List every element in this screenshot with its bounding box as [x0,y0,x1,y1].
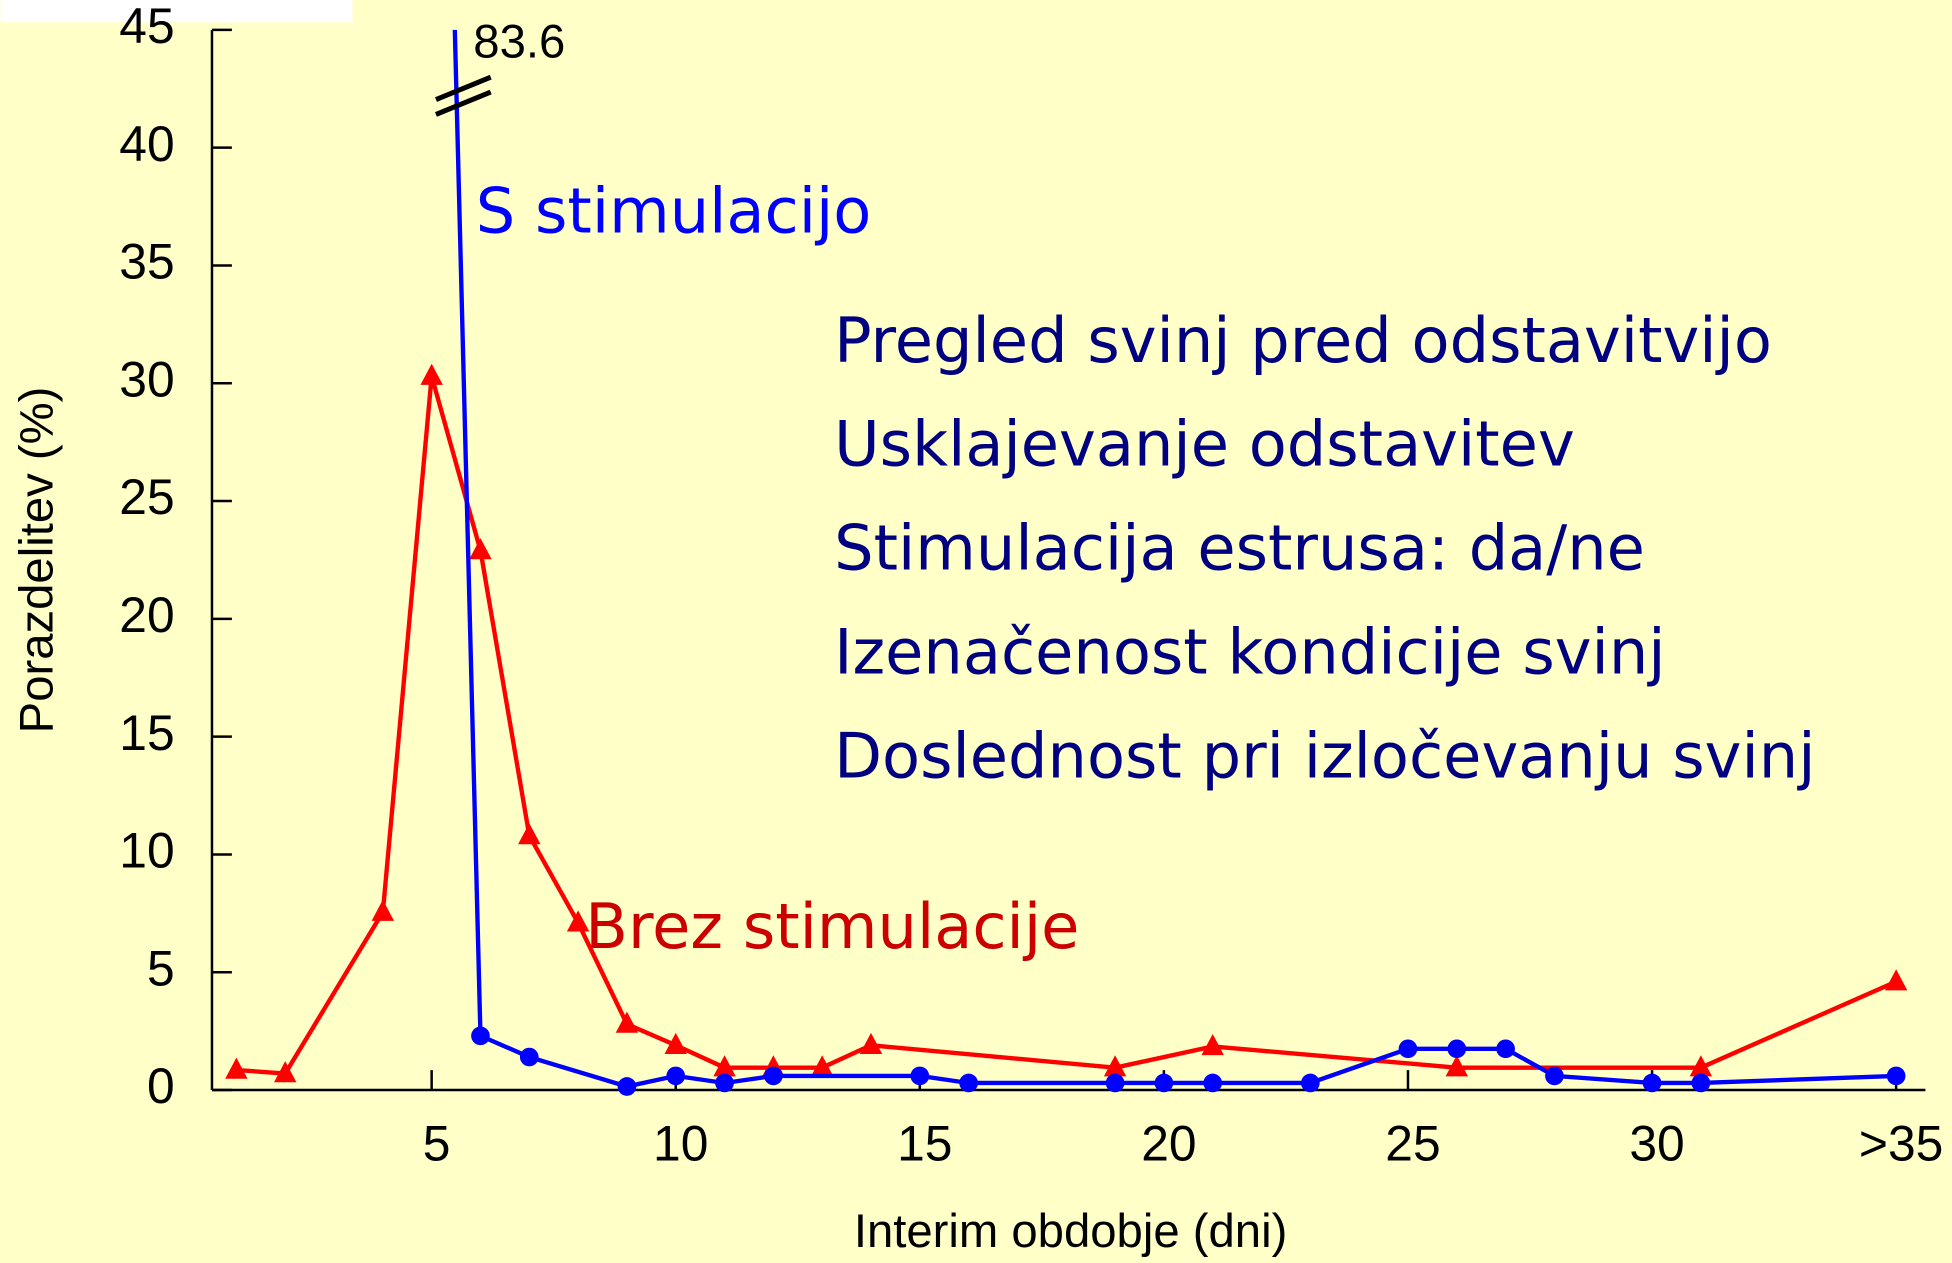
series-label: Brez stimulacije [585,890,1079,963]
marker [1496,1039,1515,1058]
x-tick-label: >35 [1859,1115,1943,1171]
marker [1203,1074,1222,1093]
series-label: S stimulacijo [476,174,872,247]
y-tick-label: 0 [147,1058,175,1114]
page: Interim obdobje (dni) Porazdelitev (%) P… [0,0,1952,1263]
marker [520,1048,539,1067]
x-tick-label: 30 [1629,1115,1684,1171]
annotation: Izenačenost kondicije svinj [834,615,1665,688]
y-tick-label: 10 [119,823,174,879]
marker [764,1067,783,1086]
x-tick-label: 20 [1141,1115,1196,1171]
marker [1545,1067,1564,1086]
x-tick-label: 25 [1385,1115,1440,1171]
marker [1643,1074,1662,1093]
y-tick-label: 40 [119,116,174,172]
marker [910,1067,929,1086]
annotation: Doslednost pri izločevanju svinj [834,719,1815,792]
marker [959,1074,978,1093]
marker [1447,1039,1466,1058]
marker [1887,1067,1906,1086]
y-tick-label: 5 [147,940,175,996]
y-tick-label: 45 [119,0,174,54]
y-tick-label: 20 [119,587,174,643]
image-fragment [0,0,352,22]
data-label: 83.6 [473,15,565,68]
x-axis-label: Interim obdobje (dni) [854,1205,1288,1258]
y-tick-label: 25 [119,469,174,525]
marker [471,1027,490,1046]
y-axis-label: Porazdelitev (%) [11,387,64,734]
x-tick-label: 10 [653,1115,708,1171]
marker [666,1067,685,1086]
marker [1399,1039,1418,1058]
annotation: Usklajevanje odstavitev [834,408,1575,481]
marker [1106,1074,1125,1093]
x-tick-label: 5 [423,1115,451,1171]
marker [1301,1074,1320,1093]
y-tick-label: 15 [119,705,174,761]
x-tick-label: 15 [897,1115,952,1171]
marker [715,1074,734,1093]
marker [618,1077,637,1096]
y-tick-label: 30 [119,351,174,407]
chart: Interim obdobje (dni) Porazdelitev (%) P… [0,0,1952,1263]
y-tick-label: 35 [119,234,174,290]
annotation: Pregled svinj pred odstavitvijo [834,304,1772,377]
marker [1692,1074,1711,1093]
marker [1155,1074,1174,1093]
annotation: Stimulacija estrusa: da/ne [834,512,1645,585]
